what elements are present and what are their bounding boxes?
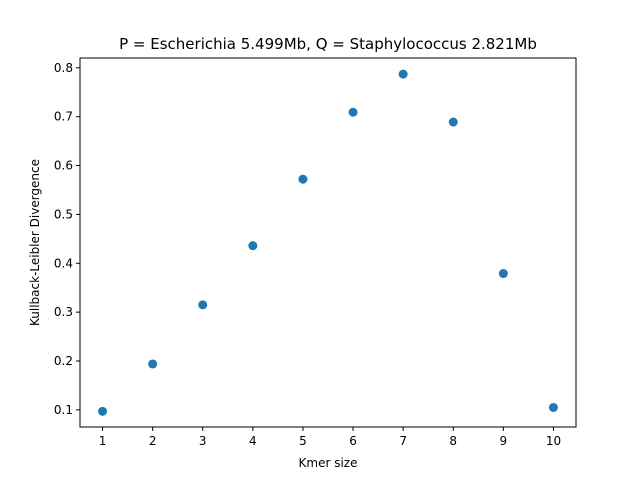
x-tick-label: 7 [399,434,407,448]
data-points [98,69,558,416]
data-point [248,241,258,251]
x-axis-label: Kmer size [299,456,358,470]
y-axis-label: Kullback-Leibler Divergence [28,159,42,326]
data-point [348,107,358,117]
plot-area-frame [79,57,577,428]
x-tick-label: 6 [349,434,357,448]
y-tick-label: 0.2 [54,354,73,368]
data-point [448,117,458,127]
data-point [398,69,408,79]
data-point [498,269,508,279]
x-tick-label: 8 [449,434,457,448]
x-tick-label: 3 [199,434,207,448]
x-tick-label: 2 [149,434,157,448]
chart-title: P = Escherichia 5.499Mb, Q = Staphylococ… [119,35,537,53]
y-tick-label: 0.8 [54,61,73,75]
x-tick-label: 10 [546,434,561,448]
data-point [298,174,308,184]
x-tick-label: 4 [249,434,257,448]
y-tick-label: 0.1 [54,403,73,417]
data-point [148,359,158,369]
data-point [98,406,108,416]
data-point [548,402,558,412]
y-tick-label: 0.5 [54,207,73,221]
y-tick-label: 0.6 [54,159,73,173]
x-tick-label: 1 [99,434,107,448]
x-tick-label: 9 [500,434,508,448]
x-tick-label: 5 [299,434,307,448]
y-tick-label: 0.4 [54,256,73,270]
y-axis-ticks: 0.1 0.2 0.3 0.4 0.5 0.6 0.7 0.8 [54,61,80,417]
y-tick-label: 0.7 [54,110,73,124]
y-tick-label: 0.3 [54,305,73,319]
x-axis-ticks: 1 2 3 4 5 6 7 8 9 10 [99,427,561,448]
data-point [198,300,208,310]
